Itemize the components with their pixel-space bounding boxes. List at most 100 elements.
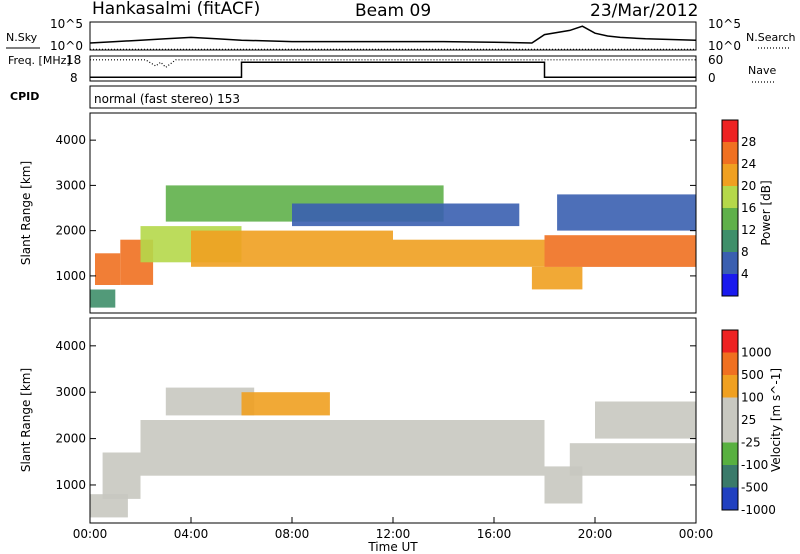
power-region-0 — [95, 253, 121, 285]
power-region-3 — [191, 230, 393, 267]
power-colorbar-tick-4: 12 — [741, 223, 756, 237]
velocity-ytick-label-3: 4000 — [55, 339, 86, 353]
power-colorbar: 28 24 20 16 12 8 4 — [721, 119, 756, 297]
x-tick-label-3: 12:00 — [376, 527, 411, 541]
power-ytick-label-0: 1000 — [55, 269, 86, 283]
velocity-region-1 — [140, 420, 545, 476]
power-panel-frame — [89, 112, 697, 314]
velocity-region-5 — [569, 443, 697, 476]
power-region-6 — [292, 203, 520, 227]
velocity-ytick-label-0: 1000 — [55, 478, 86, 492]
velocity-colorbar-tick-4: -25 — [741, 436, 761, 450]
velocity-colorbar-tick-6: -500 — [741, 481, 768, 495]
frequency-line-freq- — [90, 61, 696, 79]
power-ytick-label-2: 3000 — [55, 178, 86, 192]
noise-right-tick-bottom: 10^0 — [708, 39, 741, 53]
power-colorbar-tick-2: 20 — [741, 179, 756, 193]
velocity-colorbar-tick-5: -100 — [741, 458, 768, 472]
x-tick-label-4: 16:00 — [477, 527, 512, 541]
power-colorbar-swatch-2 — [722, 164, 738, 186]
velocity-colorbar-tick-1: 500 — [741, 368, 764, 382]
power-heatmap — [90, 185, 696, 308]
velocity-colorbar-tick-0: 1000 — [741, 346, 772, 360]
freq-right-label: Nave — [748, 64, 776, 77]
x-tick-label-0: 00:00 — [73, 527, 108, 541]
velocity-region-7 — [90, 494, 128, 518]
freq-series — [90, 59, 696, 79]
x-axis-label: Time UT — [367, 540, 418, 554]
beam-title: Beam 09 — [355, 1, 431, 21]
frequency-line-nave — [90, 59, 696, 69]
power-y-label: Slant Range [km] — [19, 161, 33, 265]
power-colorbar-swatch-3 — [722, 186, 738, 208]
velocity-colorbar-tick-7: -1000 — [741, 503, 776, 517]
velocity-colorbar-swatch-4 — [722, 420, 738, 443]
velocity-colorbar-tick-3: 25 — [741, 413, 756, 427]
power-region-8 — [544, 235, 696, 267]
cpid-text: normal (fast stereo) 153 — [94, 92, 240, 106]
power-colorbar-swatch-0 — [722, 120, 738, 142]
velocity-colorbar-swatch-0 — [722, 330, 738, 353]
cpid-panel-frame — [89, 85, 697, 109]
x-tick-label-1: 04:00 — [174, 527, 209, 541]
power-ytick-label-1: 2000 — [55, 224, 86, 238]
power-y-ticks: 1000 2000 3000 4000 — [55, 133, 696, 283]
velocity-y-label: Slant Range [km] — [19, 368, 33, 472]
velocity-colorbar-frame — [721, 329, 739, 511]
power-region-4 — [393, 239, 545, 267]
velocity-colorbar-swatch-7 — [722, 487, 738, 510]
power-colorbar-swatch-7 — [722, 274, 738, 296]
velocity-heatmap — [90, 387, 697, 518]
velocity-region-6 — [595, 401, 696, 439]
x-tick-label-2: 08:00 — [275, 527, 310, 541]
velocity-colorbar-tick-2: 100 — [741, 391, 764, 405]
power-colorbar-label: Power [dB] — [759, 180, 773, 245]
power-colorbar-tick-1: 24 — [741, 157, 756, 171]
noise-right-tick-top: 10^5 — [708, 17, 741, 31]
x-tick-label-6: 00:00 — [679, 527, 714, 541]
freq-left-tick-top: 18 — [66, 53, 81, 67]
noise-left-tick-bottom: 10^0 — [50, 39, 83, 53]
power-colorbar-tick-0: 28 — [741, 135, 756, 149]
power-colorbar-frame — [721, 119, 739, 297]
velocity-colorbar-swatch-6 — [722, 465, 738, 488]
noise-left-label: N.Sky — [6, 31, 38, 44]
freq-panel-frame — [89, 55, 697, 82]
velocity-colorbar-label: Velocity [m s^-1] — [769, 368, 783, 472]
power-colorbar-swatch-6 — [722, 252, 738, 274]
velocity-colorbar-swatch-2 — [722, 375, 738, 398]
velocity-colorbar-swatch-1 — [722, 352, 738, 375]
noise-right-label: N.Search — [746, 31, 796, 44]
freq-right-tick-bottom: 0 — [708, 71, 716, 85]
power-colorbar-swatch-4 — [722, 208, 738, 230]
velocity-colorbar-swatch-3 — [722, 397, 738, 420]
cpid-label: CPID — [10, 90, 39, 103]
velocity-y-ticks: 1000 2000 3000 4000 — [55, 339, 696, 492]
power-region-9 — [557, 194, 696, 231]
velocity-ytick-label-2: 3000 — [55, 385, 86, 399]
power-colorbar-tick-3: 16 — [741, 201, 756, 215]
date-title: 23/Mar/2012 — [590, 1, 698, 21]
power-colorbar-tick-6: 4 — [741, 267, 749, 281]
freq-left-label: Freq. [MHz] — [8, 54, 71, 67]
power-region-10 — [90, 289, 116, 308]
x-axis-ticks: 00:00 04:00 08:00 12:00 16:00 20:00 00:00 — [73, 517, 714, 541]
power-region-7 — [531, 266, 583, 290]
velocity-region-2 — [165, 387, 255, 416]
power-ytick-label-3: 4000 — [55, 133, 86, 147]
station-title: Hankasalmi (fitACF) — [92, 0, 260, 19]
noise-series — [89, 25, 697, 51]
noise-left-tick-top: 10^5 — [50, 17, 83, 31]
power-colorbar-tick-5: 8 — [741, 245, 749, 259]
velocity-region-3 — [241, 392, 330, 416]
velocity-colorbar-swatch-5 — [722, 442, 738, 465]
velocity-region-0 — [102, 452, 141, 499]
freq-right-tick-top: 60 — [708, 53, 723, 67]
velocity-colorbar: 1000 500 100 25 -25 -100 -500 -1000 — [721, 329, 776, 517]
freq-left-tick-bottom: 8 — [70, 71, 78, 85]
noise-line-n-sky — [89, 25, 697, 44]
power-colorbar-swatch-5 — [722, 230, 738, 252]
velocity-ytick-label-1: 2000 — [55, 432, 86, 446]
x-tick-label-5: 20:00 — [578, 527, 613, 541]
